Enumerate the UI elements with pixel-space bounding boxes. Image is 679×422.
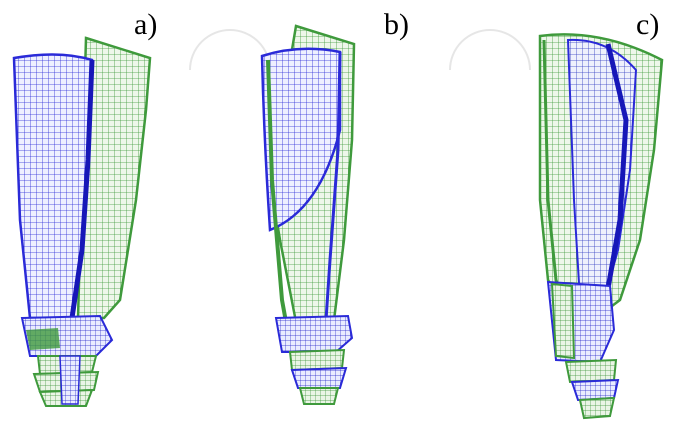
panel-a-blade	[12, 36, 152, 407]
watermark	[189, 29, 531, 71]
panel-b-original-blade-mesh	[260, 47, 342, 232]
panel-b-blade-root	[274, 314, 354, 405]
panel-c-label: c)	[636, 8, 660, 41]
panel-a-blade-root	[20, 314, 114, 407]
panel-c-blade	[538, 33, 664, 420]
panel-c-blade-root	[546, 280, 620, 420]
panel-a-label: a)	[134, 8, 158, 41]
panel-b-label: b)	[384, 8, 409, 41]
panel-b-blade	[260, 24, 356, 405]
